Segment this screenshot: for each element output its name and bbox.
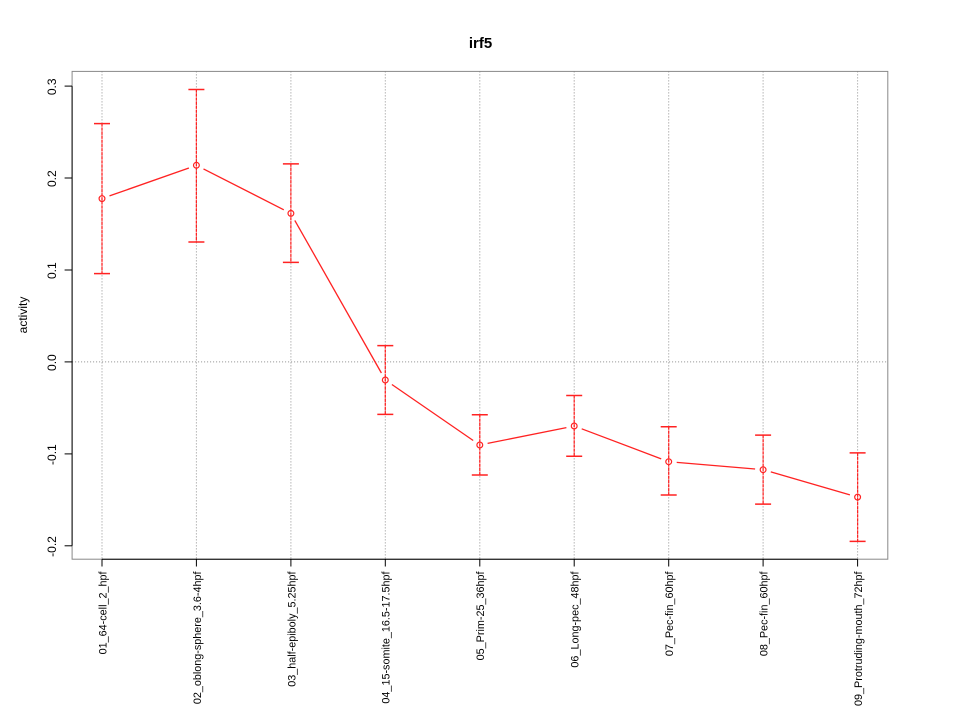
svg-text:06_Long-pec_48hpf: 06_Long-pec_48hpf xyxy=(570,571,582,668)
svg-text:07_Pec-fin_60hpf: 07_Pec-fin_60hpf xyxy=(664,571,676,657)
svg-text:irf5: irf5 xyxy=(469,35,492,52)
svg-text:0.0: 0.0 xyxy=(45,354,59,371)
svg-text:03_half-epiboly_5.25hpf: 03_half-epiboly_5.25hpf xyxy=(286,571,298,687)
svg-text:-0.2: -0.2 xyxy=(45,536,59,557)
svg-text:-0.1: -0.1 xyxy=(45,444,59,465)
svg-text:09_Protruding-mouth_72hpf: 09_Protruding-mouth_72hpf xyxy=(853,571,865,706)
svg-text:0.3: 0.3 xyxy=(45,78,59,95)
svg-text:05_Prim-25_36hpf: 05_Prim-25_36hpf xyxy=(475,571,487,661)
svg-text:08_Pec-fin_60hpf: 08_Pec-fin_60hpf xyxy=(759,571,771,657)
svg-text:04_15-somite_16.5-17.5hpf: 04_15-somite_16.5-17.5hpf xyxy=(381,571,393,704)
svg-text:02_oblong-sphere_3.6-4hpf: 02_oblong-sphere_3.6-4hpf xyxy=(192,571,204,705)
svg-text:0.2: 0.2 xyxy=(45,170,59,187)
svg-text:activity: activity xyxy=(16,297,30,334)
svg-text:01_64-cell_2_hpf: 01_64-cell_2_hpf xyxy=(97,571,109,655)
svg-text:0.1: 0.1 xyxy=(45,262,59,279)
